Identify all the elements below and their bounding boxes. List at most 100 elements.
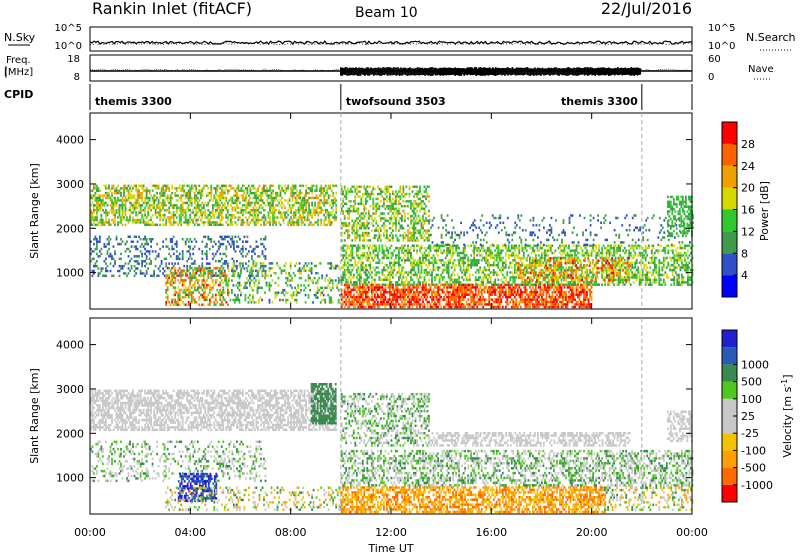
- heatmap-cell: [195, 211, 198, 214]
- heatmap-cell: [219, 223, 222, 227]
- heatmap-cell: [343, 202, 346, 206]
- heatmap-cell: [360, 273, 363, 277]
- heatmap-cell: [90, 240, 92, 243]
- heatmap-cell: [294, 199, 297, 202]
- heatmap-cell: [174, 191, 177, 195]
- heatmap-cell: [210, 194, 213, 197]
- heatmap-cell: [354, 234, 357, 237]
- heatmap-cell: [253, 301, 256, 304]
- heatmap-cell: [102, 209, 104, 212]
- heatmap-cell: [166, 199, 169, 202]
- heatmap-cell: [183, 279, 186, 282]
- heatmap-cell: [375, 227, 378, 230]
- heatmap-cell: [329, 194, 332, 197]
- heatmap-cell: [422, 224, 424, 227]
- heatmap-cell: [390, 266, 393, 269]
- heatmap-cell: [494, 291, 497, 294]
- heatmap-cell: [109, 204, 112, 207]
- heatmap-cell: [351, 303, 354, 306]
- heatmap-cell: [202, 291, 205, 294]
- heatmap-cell: [411, 219, 414, 223]
- heatmap-cell: [139, 221, 142, 224]
- heatmap-cell: [518, 283, 521, 287]
- heatmap-cell: [145, 191, 148, 195]
- heatmap-cell: [503, 283, 506, 287]
- heatmap-cell: [147, 267, 149, 270]
- heatmap-cell: [287, 209, 289, 212]
- heatmap-cell: [159, 213, 161, 217]
- heatmap-cell: [370, 256, 373, 260]
- heatmap-cell: [360, 303, 363, 306]
- heatmap-cell: [105, 218, 107, 222]
- heatmap-cell: [373, 205, 376, 208]
- heatmap-cell: [216, 189, 219, 192]
- heatmap-cell: [340, 231, 343, 235]
- heatmap-cell: [533, 288, 536, 292]
- heatmap-cell: [96, 209, 98, 212]
- heatmap-cell: [355, 254, 358, 257]
- heatmap-cell: [316, 289, 319, 292]
- heatmap-cell: [571, 293, 573, 296]
- heatmap-cell: [495, 288, 498, 292]
- heatmap-cell: [369, 266, 372, 269]
- heatmap-cell: [373, 187, 376, 191]
- heatmap-cell: [355, 298, 358, 301]
- heatmap-cell: [189, 283, 192, 287]
- heatmap-cell: [321, 187, 324, 190]
- heatmap-cell: [269, 211, 271, 214]
- heatmap-cell: [465, 283, 468, 287]
- heatmap-cell: [373, 303, 376, 306]
- heatmap-cell: [202, 274, 205, 277]
- heatmap-cell: [228, 213, 231, 217]
- heatmap-cell: [366, 192, 369, 196]
- heatmap-cell: [458, 305, 460, 309]
- heatmap-cell: [373, 278, 376, 282]
- heatmap-cell: [279, 298, 281, 302]
- nave-label: Nave: [748, 64, 774, 75]
- heatmap-cell: [417, 283, 420, 287]
- heatmap-cell: [223, 276, 226, 280]
- heatmap-cell: [392, 293, 394, 296]
- heatmap-cell: [304, 286, 307, 290]
- heatmap-cell: [120, 216, 122, 219]
- heatmap-cell: [343, 195, 346, 198]
- heatmap-cell: [120, 221, 122, 224]
- heatmap-cell: [190, 204, 193, 207]
- heatmap-cell: [355, 209, 358, 213]
- heatmap-cell: [189, 281, 192, 284]
- heatmap-cell: [317, 218, 320, 222]
- heatmap-cell: [357, 222, 360, 225]
- heatmap-cell: [462, 293, 465, 296]
- heatmap-cell: [205, 262, 208, 265]
- heatmap-cell: [355, 227, 358, 230]
- heatmap-cell: [569, 295, 572, 299]
- heatmap-cell: [393, 222, 396, 225]
- heatmap-cell: [228, 189, 231, 192]
- heatmap-cell: [181, 279, 184, 282]
- heatmap-cell: [489, 298, 492, 301]
- heatmap-cell: [343, 222, 346, 225]
- heatmap-cell: [372, 291, 375, 294]
- heatmap-cell: [565, 291, 567, 294]
- heatmap-cell: [216, 223, 219, 227]
- heatmap-cell: [214, 298, 217, 302]
- heatmap-cell: [255, 245, 258, 248]
- heatmap-cell: [343, 271, 346, 274]
- heatmap-cell: [373, 236, 376, 240]
- station-title: Rankin Inlet (fitACF): [92, 0, 252, 18]
- heatmap-cell: [396, 212, 399, 215]
- heatmap-cell: [402, 236, 405, 240]
- heatmap-cell: [141, 221, 143, 224]
- heatmap-cell: [277, 264, 280, 268]
- heatmap-cell: [383, 288, 385, 292]
- heatmap-cell: [470, 295, 473, 299]
- heatmap-cell: [242, 196, 244, 200]
- heatmap-cell: [252, 262, 255, 265]
- heatmap-cell: [202, 187, 205, 190]
- heatmap-cell: [539, 288, 542, 292]
- heatmap-cell: [423, 209, 426, 213]
- heatmap-cell: [130, 184, 133, 188]
- heatmap-cell: [135, 189, 137, 192]
- heatmap-cell: [121, 264, 124, 268]
- heatmap-cell: [111, 194, 113, 197]
